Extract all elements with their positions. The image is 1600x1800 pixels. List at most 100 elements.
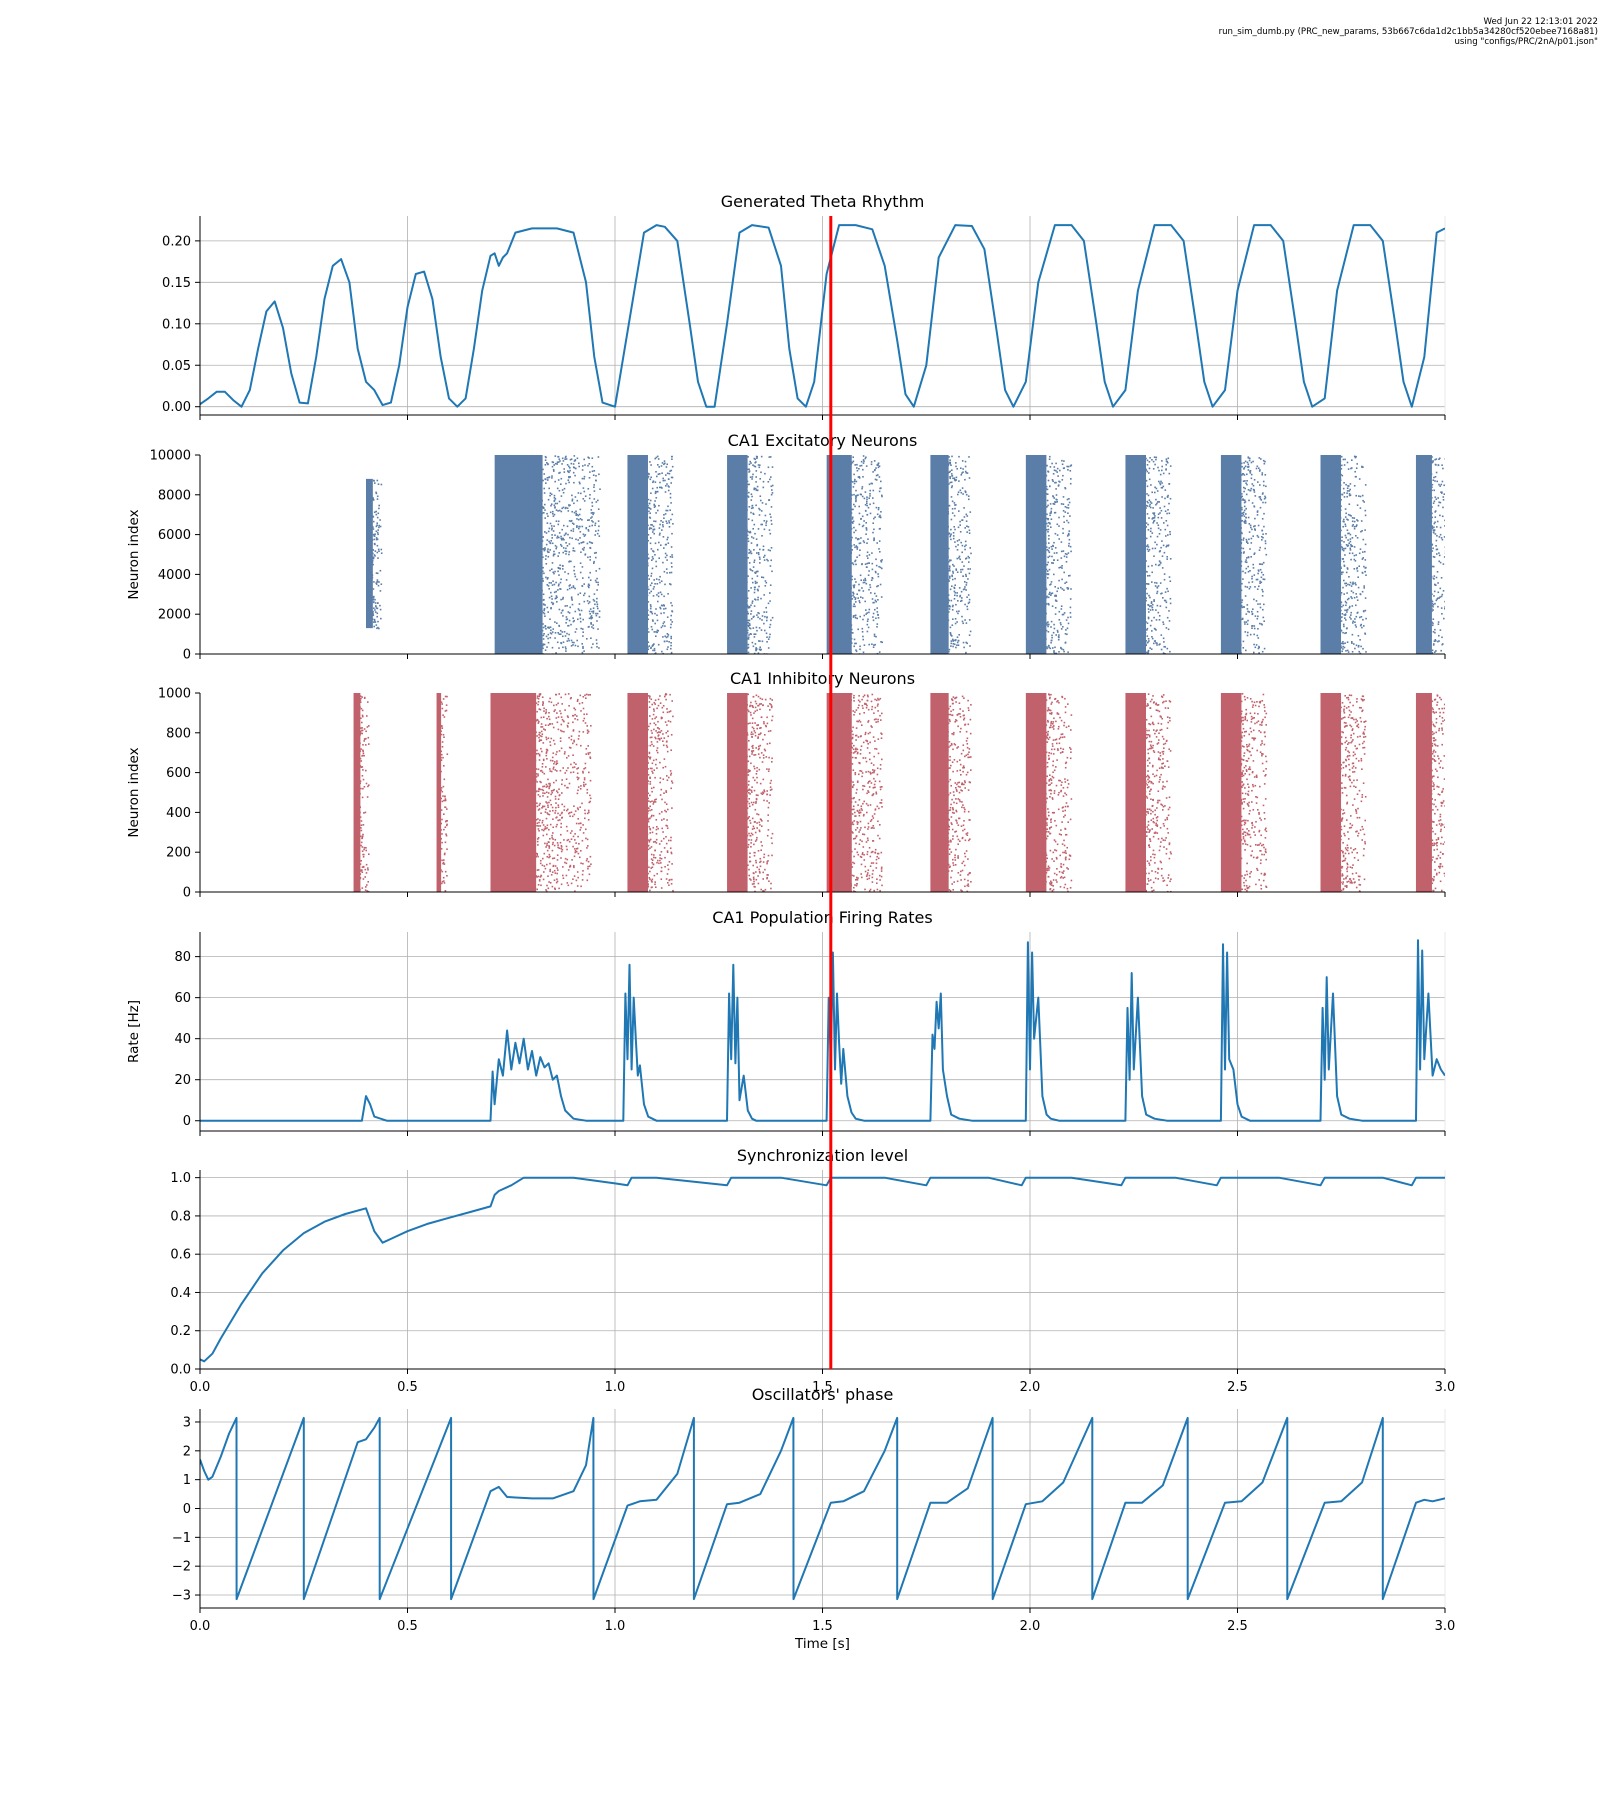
spike-dot — [533, 783, 535, 786]
spike-dot — [875, 467, 877, 469]
spike-dot — [372, 533, 375, 536]
spike-dot — [1158, 619, 1161, 621]
spike-dot — [444, 799, 447, 802]
spike-dot — [662, 636, 664, 638]
spike-dot — [1142, 620, 1145, 623]
spike-dot — [584, 767, 587, 769]
spike-dot — [553, 591, 556, 594]
spike-dot — [360, 766, 363, 768]
spike-dot — [1433, 595, 1435, 597]
spike-dot — [590, 725, 592, 727]
spike-dot — [567, 510, 570, 512]
spike-dot — [1167, 628, 1170, 631]
spike-dot — [647, 618, 650, 621]
spike-dot — [529, 728, 532, 730]
spike-dot — [1164, 489, 1167, 491]
spike-dot — [555, 547, 557, 550]
spike-dot — [550, 607, 552, 609]
spike-dot — [854, 617, 857, 619]
spike-dot — [668, 641, 670, 643]
spike-dot — [556, 823, 558, 826]
spike-dot — [947, 556, 949, 558]
spike-dot — [848, 487, 850, 489]
spike-dot — [646, 512, 649, 515]
spike-dot — [670, 518, 672, 521]
spike-dot — [535, 491, 537, 493]
spike-dot — [534, 720, 536, 722]
spike-dot — [1251, 612, 1254, 615]
spike-dot — [372, 520, 375, 523]
spike-dot — [528, 831, 530, 833]
spike-dot — [951, 500, 954, 503]
spike-dot — [1342, 520, 1344, 523]
spike-dot — [771, 492, 774, 494]
spike-dot — [541, 821, 544, 824]
spike-dot — [539, 862, 542, 865]
spike-dot — [536, 695, 539, 697]
spike-dot — [963, 588, 966, 590]
spike-dot — [1348, 532, 1350, 535]
spike-dot — [444, 798, 447, 800]
spike-dot — [1059, 469, 1061, 472]
spike-dot — [945, 463, 947, 466]
spike-dot — [1146, 641, 1149, 644]
spike-dot — [1356, 519, 1358, 521]
spike-dot — [850, 641, 852, 643]
spike-dot — [645, 584, 648, 586]
spike-dot — [553, 762, 555, 765]
spike-dot — [1164, 599, 1167, 602]
spike-dot — [647, 609, 649, 612]
spike-dot — [576, 518, 578, 520]
spike-dot — [1443, 493, 1445, 495]
spike-dot — [645, 637, 648, 640]
spike-dot — [552, 766, 555, 769]
spike-dot — [562, 874, 564, 877]
spike-dot — [1063, 515, 1065, 518]
spike-dot — [566, 830, 569, 832]
spike-dot — [862, 635, 864, 638]
spike-dot — [652, 557, 654, 560]
spike-dot — [1238, 494, 1240, 496]
spike-dot — [1058, 634, 1060, 636]
spike-dot — [1062, 613, 1065, 616]
spike-dot — [587, 488, 590, 490]
spike-dot — [1431, 506, 1433, 508]
spike-dot — [1054, 607, 1057, 609]
spike-dot — [533, 516, 536, 518]
spike-dot — [880, 561, 883, 563]
spike-dot — [1065, 629, 1067, 631]
spike-dot — [1438, 640, 1440, 642]
spike-dot — [1256, 634, 1259, 637]
spike-dot — [1429, 616, 1432, 618]
spike-dot — [665, 568, 668, 570]
spike-dot — [859, 465, 861, 467]
spike-dot — [749, 627, 752, 630]
spike-dot — [536, 606, 538, 608]
spike-dot — [1358, 552, 1361, 555]
spike-dot — [769, 532, 772, 535]
spike-dot — [858, 477, 861, 479]
spike-dot — [1429, 457, 1432, 460]
spike-dot — [1062, 496, 1065, 498]
spike-dot — [1347, 532, 1349, 535]
spike-dot — [1449, 575, 1451, 577]
spike-dot — [749, 633, 752, 635]
spike-dot — [1240, 499, 1242, 501]
spike-dot — [538, 511, 540, 513]
spike-dot — [1349, 549, 1352, 551]
spike-dot — [562, 641, 565, 643]
spike-dot — [1434, 631, 1436, 634]
spike-dot — [957, 493, 959, 496]
spike-dot — [378, 627, 380, 630]
spike-dot — [1259, 582, 1261, 584]
spike-dot — [1248, 587, 1251, 590]
spike-dot — [1168, 472, 1171, 475]
spike-dot — [958, 587, 961, 589]
spike-dot — [1340, 473, 1342, 476]
spike-dot — [764, 514, 767, 517]
spike-dot — [763, 622, 765, 625]
spike-dot — [854, 505, 856, 508]
spike-dot — [1431, 483, 1434, 486]
spike-dot — [590, 541, 593, 544]
spike-dot — [1247, 469, 1250, 471]
